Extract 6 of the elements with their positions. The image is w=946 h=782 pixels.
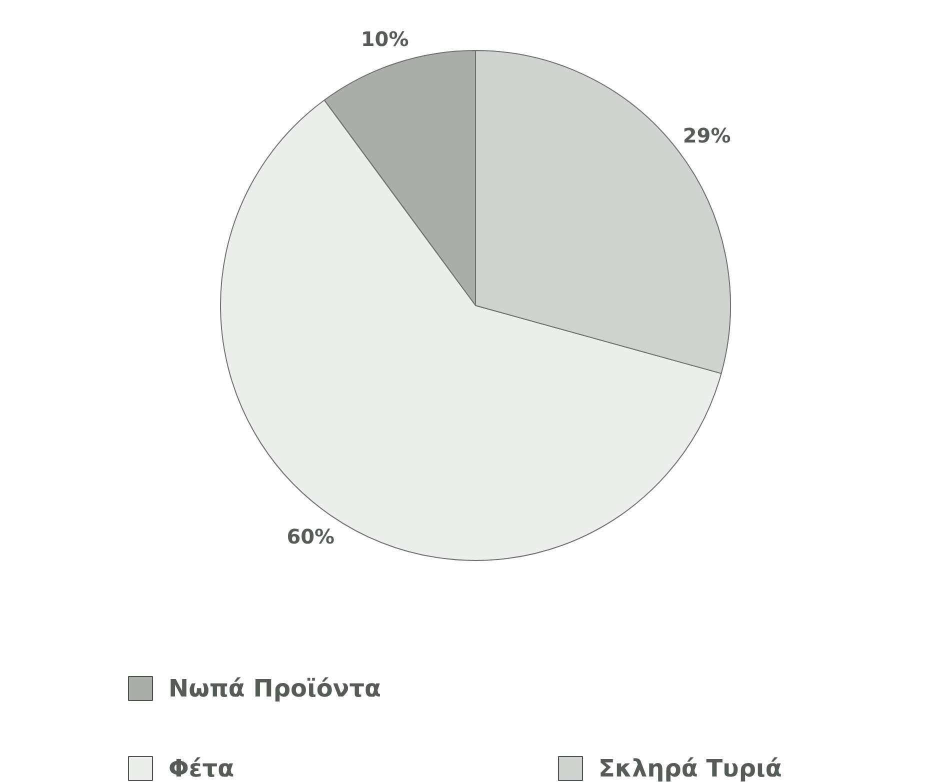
- legend-label: Φέτα: [168, 754, 234, 782]
- data-label: 29%: [682, 124, 731, 148]
- data-label: 60%: [286, 524, 335, 549]
- data-label: 10%: [360, 27, 409, 52]
- legend-label: Νωπά Προϊόντα: [168, 674, 382, 702]
- legend-label: Σκληρά Τυριά: [598, 754, 782, 782]
